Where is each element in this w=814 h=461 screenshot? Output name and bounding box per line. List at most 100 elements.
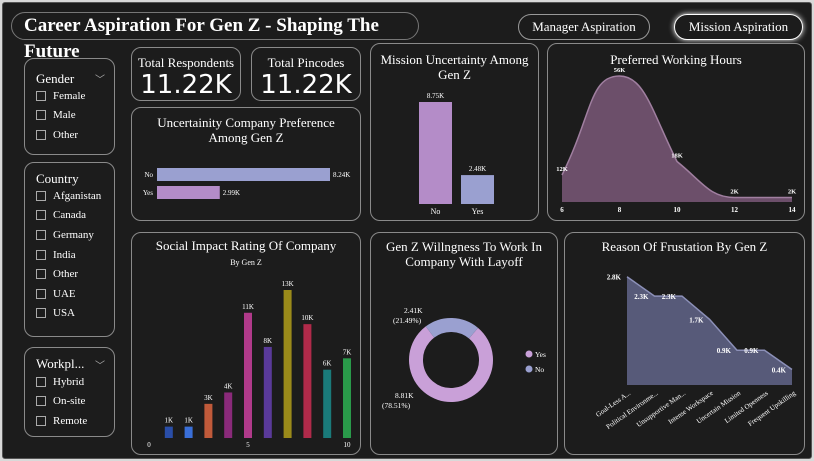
manager-aspiration-button[interactable]: Manager Aspiration bbox=[518, 14, 650, 40]
bar bbox=[184, 426, 193, 438]
checkbox-icon[interactable] bbox=[36, 289, 46, 299]
mission-uncertainty-chart: Mission Uncertainty Among Gen Z 8.75K No 2… bbox=[370, 43, 539, 221]
checkbox-icon[interactable] bbox=[36, 130, 46, 140]
layoff-donut-svg: 8.81K(78.51%) 2.41K(21.49%) Yes No bbox=[382, 306, 546, 410]
country-option-other[interactable]: Other bbox=[36, 268, 78, 280]
country-slicer: Country Afganistan Canada Germany India … bbox=[24, 162, 115, 337]
chart-title: Mission Uncertainty Among Gen Z bbox=[380, 52, 529, 82]
slice-label: 2.41K bbox=[404, 306, 423, 315]
mission-aspiration-button[interactable]: Mission Aspiration bbox=[674, 14, 803, 40]
kpi-label: Total Respondents bbox=[137, 55, 235, 70]
legend-label: No bbox=[535, 365, 544, 374]
option-label: Other bbox=[53, 129, 79, 141]
workplace-option-onsite[interactable]: On-site bbox=[36, 395, 85, 407]
legend-marker bbox=[525, 365, 533, 373]
chevron-down-icon[interactable]: ﹀ bbox=[95, 75, 105, 86]
bar bbox=[224, 392, 233, 438]
tick-label: 10 bbox=[674, 206, 682, 214]
option-label: UAE bbox=[53, 288, 76, 300]
chart-title: Reason Of Frustation By Gen Z bbox=[601, 239, 768, 254]
option-label: Canada bbox=[53, 209, 86, 221]
data-label: 2K bbox=[788, 189, 796, 196]
bar bbox=[323, 369, 332, 438]
category-label: No bbox=[431, 207, 441, 216]
checkbox-icon[interactable] bbox=[36, 110, 46, 120]
bar bbox=[244, 312, 252, 438]
country-option-uae[interactable]: UAE bbox=[36, 288, 76, 300]
tick-label: 0 bbox=[147, 441, 151, 449]
checkbox-icon[interactable] bbox=[36, 191, 46, 201]
data-label: 7K bbox=[343, 348, 352, 356]
bar bbox=[263, 346, 272, 438]
tick-label: 6 bbox=[560, 206, 564, 214]
kpi-value: 11.22K bbox=[260, 70, 352, 100]
slice-label: 8.81K bbox=[395, 391, 414, 400]
checkbox-icon[interactable] bbox=[36, 91, 46, 101]
data-label: 2.48K bbox=[469, 165, 486, 173]
option-label: India bbox=[53, 249, 76, 261]
data-label: 2.3K bbox=[634, 293, 649, 301]
bar bbox=[303, 324, 312, 438]
data-label: 18K bbox=[671, 153, 683, 160]
uncertainty-company-svg: No 8.24K Yes 2.99K bbox=[143, 168, 350, 199]
data-label: 8.24K bbox=[333, 171, 350, 179]
gender-slicer-title: Gender bbox=[36, 71, 75, 86]
social-impact-svg: 1K 1K 3K 4K 11K 8K 13K 10K 6K 7K 0 5 10 bbox=[147, 280, 352, 449]
gender-option-other[interactable]: Other bbox=[36, 129, 78, 141]
country-option-afganistan[interactable]: Afganistan bbox=[36, 190, 101, 202]
workplace-slicer: Workpl... ﹀ Hybrid On-site Remote bbox=[24, 347, 115, 437]
data-label: 8.75K bbox=[427, 92, 444, 100]
workplace-option-hybrid[interactable]: Hybrid bbox=[36, 376, 84, 388]
country-option-usa[interactable]: USA bbox=[36, 307, 75, 319]
checkbox-icon[interactable] bbox=[36, 308, 46, 318]
checkbox-icon[interactable] bbox=[36, 210, 46, 220]
checkbox-icon[interactable] bbox=[36, 396, 46, 406]
gender-option-male[interactable]: Male bbox=[36, 109, 76, 121]
workplace-option-remote[interactable]: Remote bbox=[36, 415, 87, 427]
layoff-donut-chart: Gen Z Willngness To Work In Company With… bbox=[370, 232, 558, 455]
data-label: 0.4K bbox=[772, 367, 787, 375]
checkbox-icon[interactable] bbox=[36, 269, 46, 279]
data-label: 0.9K bbox=[744, 347, 759, 355]
option-label: Other bbox=[53, 268, 79, 280]
category-label: Unsupportive Man... bbox=[635, 389, 687, 429]
tick-label: 10 bbox=[344, 441, 352, 449]
country-option-germany[interactable]: Germany bbox=[36, 229, 94, 241]
kpi-total-respondents: Total Respondents 11.22K bbox=[131, 47, 241, 101]
legend-marker bbox=[525, 350, 533, 358]
option-label: USA bbox=[53, 307, 76, 319]
checkbox-icon[interactable] bbox=[36, 250, 46, 260]
chart-title: Gen Z Willngness To Work In Company With… bbox=[385, 239, 543, 269]
country-slicer-title: Country bbox=[36, 171, 79, 186]
checkbox-icon[interactable] bbox=[36, 416, 46, 426]
data-label: 1K bbox=[165, 417, 174, 425]
area-fill bbox=[562, 76, 792, 202]
option-label: Hybrid bbox=[53, 376, 85, 388]
page-title: Career Aspiration For Gen Z - Shaping Th… bbox=[11, 12, 419, 62]
tick-label: 12 bbox=[731, 206, 739, 214]
mission-uncertainty-svg: 8.75K No 2.48K Yes bbox=[419, 92, 494, 216]
bar bbox=[283, 290, 292, 438]
slice-pct: (21.49%) bbox=[393, 316, 422, 325]
data-label: 2.8K bbox=[607, 274, 622, 282]
data-label: 2.3K bbox=[662, 293, 677, 301]
gender-option-female[interactable]: Female bbox=[36, 90, 85, 102]
country-option-india[interactable]: India bbox=[36, 249, 76, 261]
option-label: Remote bbox=[53, 415, 88, 427]
social-impact-chart: Social Impact Rating Of Company By Gen Z… bbox=[131, 232, 361, 455]
series-line bbox=[626, 276, 793, 371]
bar bbox=[204, 403, 213, 438]
option-label: Afganistan bbox=[53, 190, 102, 202]
checkbox-icon[interactable] bbox=[36, 230, 46, 240]
data-label: 56K bbox=[614, 67, 626, 74]
kpi-label: Total Pincodes bbox=[267, 55, 345, 70]
checkbox-icon[interactable] bbox=[36, 377, 46, 387]
kpi-total-pincodes: Total Pincodes 11.22K bbox=[251, 47, 361, 101]
workplace-slicer-title: Workpl... bbox=[36, 356, 85, 371]
chevron-down-icon[interactable]: ﹀ bbox=[95, 361, 105, 372]
data-label: 2.99K bbox=[223, 189, 240, 197]
bar bbox=[157, 168, 330, 181]
preferred-hours-chart: Preferred Working Hours 12K 56K 18K 2K 2K 6 8 1… bbox=[547, 43, 805, 221]
country-option-canada[interactable]: Canada bbox=[36, 209, 86, 221]
data-label: 4K bbox=[224, 382, 233, 390]
